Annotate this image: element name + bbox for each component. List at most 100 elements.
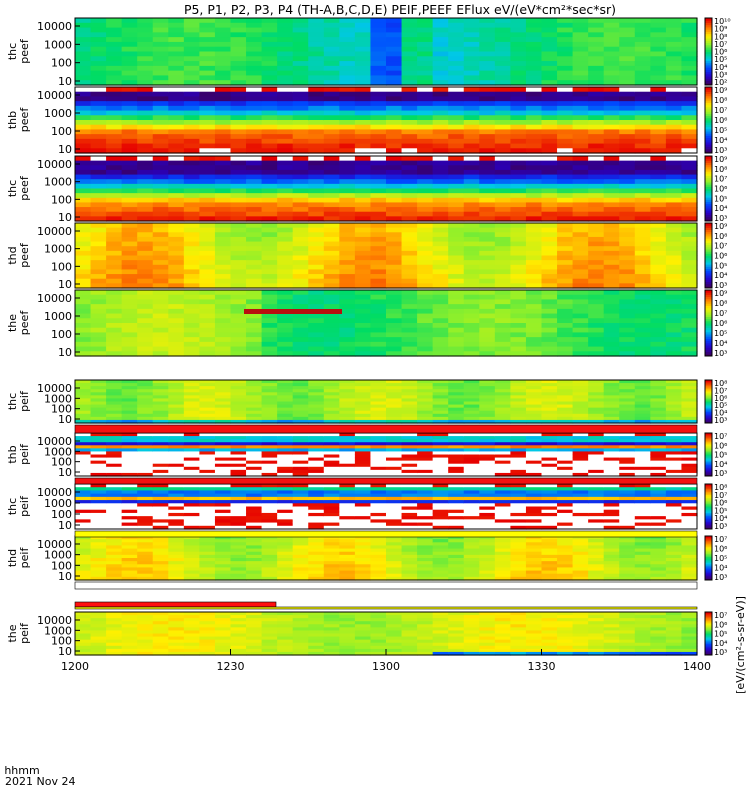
heatmap-cell xyxy=(619,274,635,279)
heatmap-cell xyxy=(324,237,340,242)
heatmap-cell xyxy=(339,332,355,337)
heatmap-cell xyxy=(231,170,247,175)
heatmap-cell xyxy=(324,184,340,189)
heatmap-cell xyxy=(588,323,604,328)
heatmap-cell xyxy=(184,144,200,149)
heatmap-cell xyxy=(557,42,573,47)
heatmap-cell xyxy=(619,314,635,319)
heatmap-cell xyxy=(542,274,558,279)
heatmap-cell xyxy=(339,323,355,328)
heatmap-cell xyxy=(91,161,107,166)
heatmap-cell xyxy=(526,212,542,217)
heatmap-cell xyxy=(324,37,340,42)
heatmap-cell xyxy=(231,347,247,352)
heatmap-cell xyxy=(573,347,589,352)
heatmap-cell xyxy=(324,47,340,52)
heatmap-cell xyxy=(231,314,247,319)
heatmap-cell xyxy=(246,47,262,52)
heatmap-cell xyxy=(573,101,589,106)
heatmap-cell xyxy=(199,299,215,304)
heatmap-cell xyxy=(199,111,215,116)
heatmap-cell xyxy=(370,207,386,212)
heatmap-cell xyxy=(464,144,480,149)
heatmap-cell xyxy=(153,179,169,184)
heatmap-cell xyxy=(433,290,449,295)
heatmap-cell xyxy=(604,309,620,314)
heatmap-cell xyxy=(619,318,635,323)
heatmap-cell xyxy=(75,134,91,139)
heatmap-cell xyxy=(122,144,138,149)
heatmap-cell xyxy=(215,328,231,333)
heatmap-cell xyxy=(433,337,449,342)
heatmap-cell xyxy=(681,290,697,295)
heatmap-cell xyxy=(681,170,697,175)
heatmap-cell xyxy=(91,347,107,352)
heatmap-cell xyxy=(168,87,184,92)
heatmap-cell xyxy=(402,156,418,161)
heatmap-cell xyxy=(122,304,138,309)
heatmap-cell xyxy=(557,318,573,323)
heatmap-cell xyxy=(650,237,666,242)
heatmap-cell xyxy=(495,111,511,116)
heatmap-cell xyxy=(106,332,122,337)
heatmap-cell xyxy=(619,323,635,328)
heatmap-cell xyxy=(510,299,526,304)
heatmap-cell xyxy=(122,202,138,207)
heatmap-cell xyxy=(588,309,604,314)
heatmap-cell xyxy=(510,61,526,66)
heatmap-cell xyxy=(417,337,433,342)
heatmap-cell xyxy=(184,42,200,47)
heatmap-cell xyxy=(526,223,542,228)
heatmap-cell xyxy=(542,18,558,23)
heatmap-cell xyxy=(246,115,262,120)
heatmap-cell xyxy=(231,223,247,228)
heatmap-cell xyxy=(262,56,278,61)
heatmap-cell xyxy=(308,251,324,256)
heatmap-cell xyxy=(510,129,526,134)
heatmap-cell xyxy=(137,228,153,233)
heatmap-cell xyxy=(137,129,153,134)
heatmap-cell xyxy=(231,134,247,139)
heatmap-cell xyxy=(324,179,340,184)
heatmap-cell xyxy=(246,299,262,304)
heatmap-cell xyxy=(573,170,589,175)
heatmap-cell xyxy=(402,207,418,212)
heatmap-cell xyxy=(619,125,635,130)
heatmap-cell xyxy=(495,309,511,314)
heatmap-cell xyxy=(619,61,635,66)
heatmap-cell xyxy=(122,323,138,328)
heatmap-cell xyxy=(370,184,386,189)
heatmap-cell xyxy=(339,52,355,57)
heatmap-cell xyxy=(199,189,215,194)
heatmap-cell xyxy=(557,304,573,309)
heatmap-cell xyxy=(650,75,666,80)
heatmap-cell xyxy=(386,202,402,207)
heatmap-cell xyxy=(137,337,153,342)
heatmap-cell xyxy=(308,228,324,233)
heatmap-cell xyxy=(417,52,433,57)
heatmap-cell xyxy=(168,28,184,33)
heatmap-cell xyxy=(402,165,418,170)
heatmap-cell xyxy=(448,212,464,217)
heatmap-cell xyxy=(355,304,371,309)
heatmap-cell xyxy=(91,125,107,130)
heatmap-cell xyxy=(557,232,573,237)
heatmap-cell xyxy=(542,66,558,71)
heatmap-cell xyxy=(215,61,231,66)
heatmap-cell xyxy=(557,47,573,52)
heatmap-cell xyxy=(479,184,495,189)
heatmap-cell xyxy=(153,42,169,47)
heatmap-cell xyxy=(417,37,433,42)
heatmap-cell xyxy=(542,337,558,342)
heatmap-cell xyxy=(542,106,558,111)
heatmap-cell xyxy=(324,337,340,342)
heatmap-cell xyxy=(106,246,122,251)
heatmap-cell xyxy=(573,295,589,300)
heatmap-cell xyxy=(262,212,278,217)
heatmap-cell xyxy=(262,37,278,42)
heatmap-cell xyxy=(246,52,262,57)
heatmap-cell xyxy=(75,184,91,189)
heatmap-cell xyxy=(681,337,697,342)
heatmap-cell xyxy=(308,18,324,23)
